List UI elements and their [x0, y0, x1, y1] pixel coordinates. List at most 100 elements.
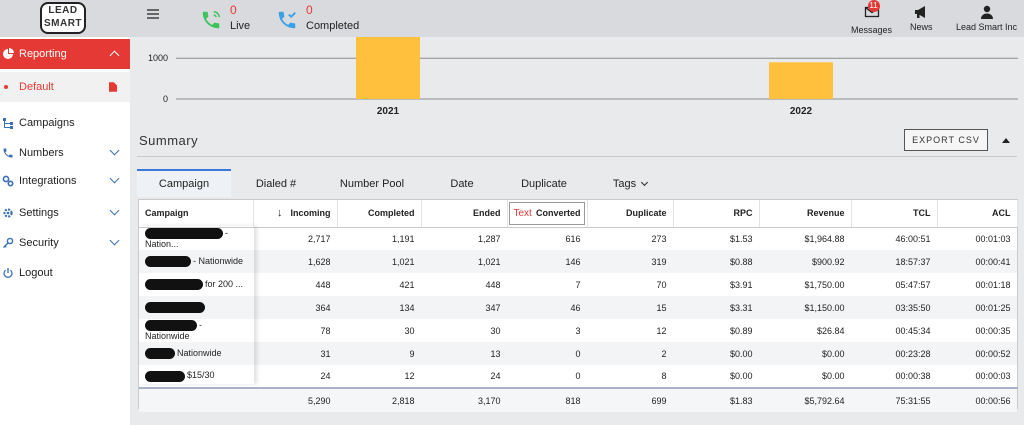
table-cell: 347: [421, 296, 507, 319]
table-cell: 134: [337, 296, 421, 319]
lead-smart-logo[interactable]: LEAD SMART: [40, 2, 86, 34]
col-header-duplicate[interactable]: Duplicate: [587, 200, 674, 228]
sidebar-item-settings[interactable]: Settings: [0, 198, 130, 228]
sidebar-item-logout[interactable]: Logout: [0, 258, 130, 288]
hamburger-menu-icon[interactable]: [147, 9, 159, 19]
col-header-converted[interactable]: Text Converted: [507, 200, 588, 228]
sort-down-arrow-icon: ↓: [277, 207, 283, 220]
bar-2022[interactable]: [769, 62, 833, 99]
col-header-tcl[interactable]: TCL: [851, 200, 938, 228]
col-header-campaign[interactable]: Campaign: [139, 200, 254, 228]
table-row[interactable]: - Nationwide 1,628 1,021 1,021 146 319 $0.88 $9…: [139, 250, 1017, 273]
sidebar-item-reporting[interactable]: Reporting: [0, 39, 130, 69]
campaign-cell[interactable]: [139, 296, 253, 319]
table-cell: 448: [485, 279, 501, 290]
table-row[interactable]: $15/30 24 12 24 0 8 $0.00 $0.00 00:00:38 00:00:03: [139, 365, 1017, 388]
table-cell: 1,191: [391, 233, 415, 244]
x-tick-label: 2022: [790, 106, 813, 117]
tab-campaign[interactable]: Campaign: [137, 169, 231, 197]
sidebar-item-numbers[interactable]: Numbers: [0, 138, 130, 168]
export-csv-button[interactable]: EXPORT CSV: [904, 129, 988, 151]
campaign-cell[interactable]: - Nationwide: [139, 319, 253, 342]
table-cell: 00:00:03: [975, 371, 1011, 381]
redaction-mark: [145, 279, 203, 291]
col-header-revenue[interactable]: Revenue: [759, 200, 852, 228]
table-cell: $0.00: [729, 371, 753, 381]
sidebar: Reporting Default Campaigns Numbers Inte…: [0, 37, 130, 425]
phone-completed-icon: [278, 11, 296, 29]
campaign-cell[interactable]: - Nationwide: [139, 250, 253, 273]
col-header-acl[interactable]: ACL: [937, 200, 1018, 228]
sidebar-item-label: Default: [19, 81, 54, 93]
table-row[interactable]: 364 134 347 46 15 $3.31 $1,150.00 03:35:50 00:01…: [139, 296, 1017, 319]
col-header-ended[interactable]: Ended: [421, 200, 508, 228]
completed-calls-stat: 0 Completed: [276, 3, 359, 32]
tab-date[interactable]: Date: [439, 169, 485, 197]
table-cell: 12: [656, 325, 667, 336]
table-cell: 46:00:51: [895, 233, 931, 244]
table-cell: 0: [507, 342, 587, 365]
table-cell: 448: [315, 279, 331, 290]
table-row[interactable]: - Nationwide 78 30 30 3 12 $0.89 $26.84 00:45:34…: [139, 319, 1017, 342]
table-cell: $1.83: [673, 387, 759, 412]
table-row[interactable]: Nationwide 31 9 13 0 2 $0.00 $0.00 00:23:28 00:00…: [139, 342, 1017, 365]
table-cell: 616: [565, 233, 581, 244]
table-cell: 12: [404, 371, 415, 381]
tab-duplicate[interactable]: Duplicate: [513, 169, 575, 197]
pie-chart-icon: [3, 48, 14, 59]
campaign-name: - Nationwide: [193, 255, 244, 266]
table-cell: 1,628: [253, 250, 337, 273]
campaign-cell[interactable]: - Nation...: [139, 227, 253, 250]
col-header-incoming[interactable]: ↓ Incoming: [253, 200, 338, 228]
col-header-completed[interactable]: Completed: [337, 200, 422, 228]
col-header-label: Campaign: [145, 208, 189, 219]
sitemap-icon: [3, 118, 13, 129]
table-row[interactable]: for 200 ... 448 421 448 7 70 $3.91 $1,750.00 05:…: [139, 273, 1017, 296]
table-cell: $900.92: [759, 250, 851, 273]
table-cell: 78: [320, 325, 331, 336]
chevron-up-icon: [109, 50, 120, 61]
sidebar-item-campaigns[interactable]: Campaigns: [0, 108, 130, 138]
campaign-name: for 200 ...: [205, 278, 244, 289]
tab-dialed[interactable]: Dialed #: [241, 169, 311, 197]
tab-label: Tags: [612, 178, 637, 190]
sidebar-item-security[interactable]: Security: [0, 228, 130, 258]
phone-live-icon: [202, 11, 220, 29]
tab-label: Number Pool: [339, 178, 405, 190]
table-totals-row: 5,290 2,818 3,170 818 699 $1.83 $5,792.6…: [139, 387, 1017, 412]
yearly-bar-chart: 1000 0 2021 2022: [148, 37, 1018, 117]
sidebar-item-integrations[interactable]: Integrations: [0, 166, 130, 196]
sidebar-item-default[interactable]: Default: [0, 72, 130, 102]
table-cell: 15: [587, 296, 673, 319]
col-header-rpc[interactable]: RPC: [673, 200, 760, 228]
table-row[interactable]: - Nation... 2,717 1,191 1,287 616 273 $1.53 $1,…: [139, 227, 1017, 250]
table-cell: 319: [587, 250, 673, 273]
campaign-cell[interactable]: $15/30: [139, 365, 253, 388]
table-cell: 00:01:03: [975, 233, 1011, 244]
table-cell: 00:01:18: [975, 279, 1011, 290]
news-button[interactable]: News: [910, 2, 933, 32]
messages-button[interactable]: 11 Messages: [851, 0, 892, 35]
table-cell: $1,964.88: [804, 233, 845, 244]
text-tag: Text: [513, 207, 532, 219]
y-tick-label: 1000: [148, 53, 168, 63]
collapse-up-icon[interactable]: [1002, 138, 1010, 143]
col-header-label: ACL: [992, 208, 1011, 219]
bar-2021[interactable]: [356, 37, 420, 99]
table-cell: 75:31:55: [851, 387, 937, 412]
redaction-mark: [145, 302, 205, 314]
tab-tags[interactable]: Tags: [607, 169, 653, 197]
col-header-label: Completed: [367, 208, 415, 219]
summary-title: Summary: [139, 133, 199, 148]
live-calls-stat: 0 Live: [200, 3, 250, 32]
campaign-cell[interactable]: for 200 ...: [139, 273, 253, 296]
campaign-cell[interactable]: Nationwide: [139, 342, 253, 365]
campaign-name: - Nationwide: [145, 319, 202, 342]
table-cell: 13: [421, 342, 507, 365]
tab-number-pool[interactable]: Number Pool: [335, 169, 409, 197]
table-cell: 46: [507, 296, 587, 319]
table-cell: 3,170: [421, 387, 507, 412]
col-header-label: TCL: [913, 208, 931, 219]
table-cell: 31: [253, 342, 337, 365]
account-button[interactable]: Lead Smart Inc: [956, 2, 1017, 32]
